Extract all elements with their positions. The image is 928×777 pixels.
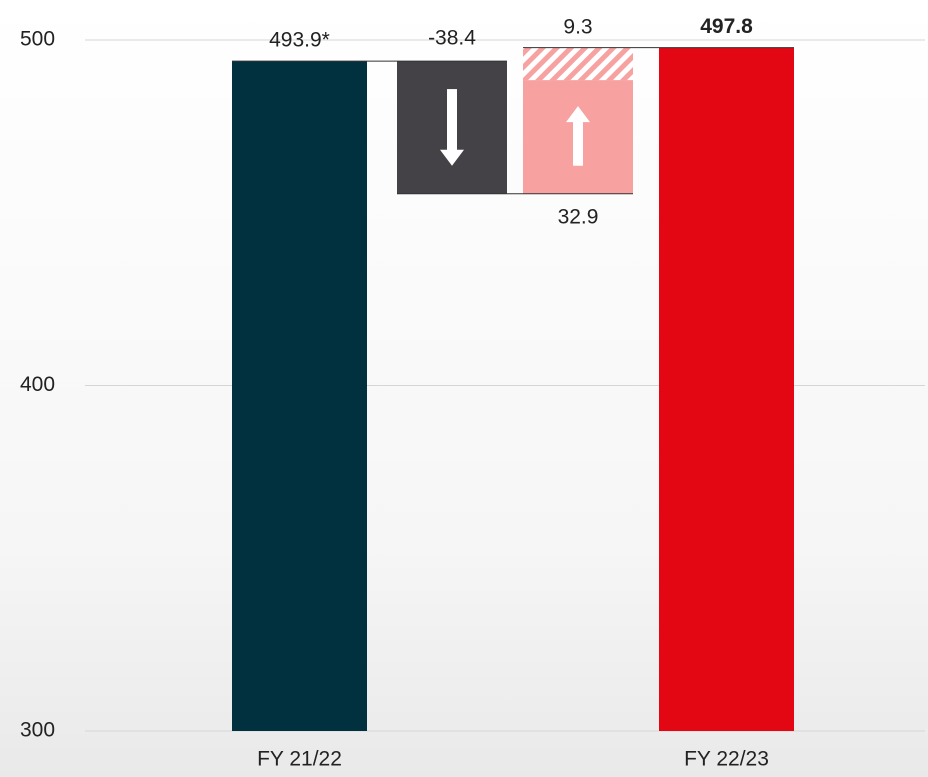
arrow-head — [566, 106, 590, 123]
arrow-head — [440, 149, 464, 166]
value-label: 9.3 — [563, 15, 592, 38]
arrow-shaft — [573, 120, 583, 166]
y-tick-label: 400 — [20, 373, 55, 396]
value-label: -38.4 — [428, 27, 476, 50]
bar — [659, 47, 794, 731]
y-tick-label: 500 — [20, 28, 55, 51]
arrow-shaft — [447, 89, 457, 152]
value-label: 493.9* — [269, 29, 330, 52]
value-label: 497.8 — [700, 15, 753, 38]
bar — [232, 61, 367, 731]
y-tick-label: 300 — [20, 719, 55, 742]
value-label: 32.9 — [558, 205, 599, 228]
hatched-bar — [523, 47, 633, 81]
x-tick-label: FY 22/23 — [684, 748, 769, 771]
x-tick-label: FY 21/22 — [257, 748, 342, 771]
